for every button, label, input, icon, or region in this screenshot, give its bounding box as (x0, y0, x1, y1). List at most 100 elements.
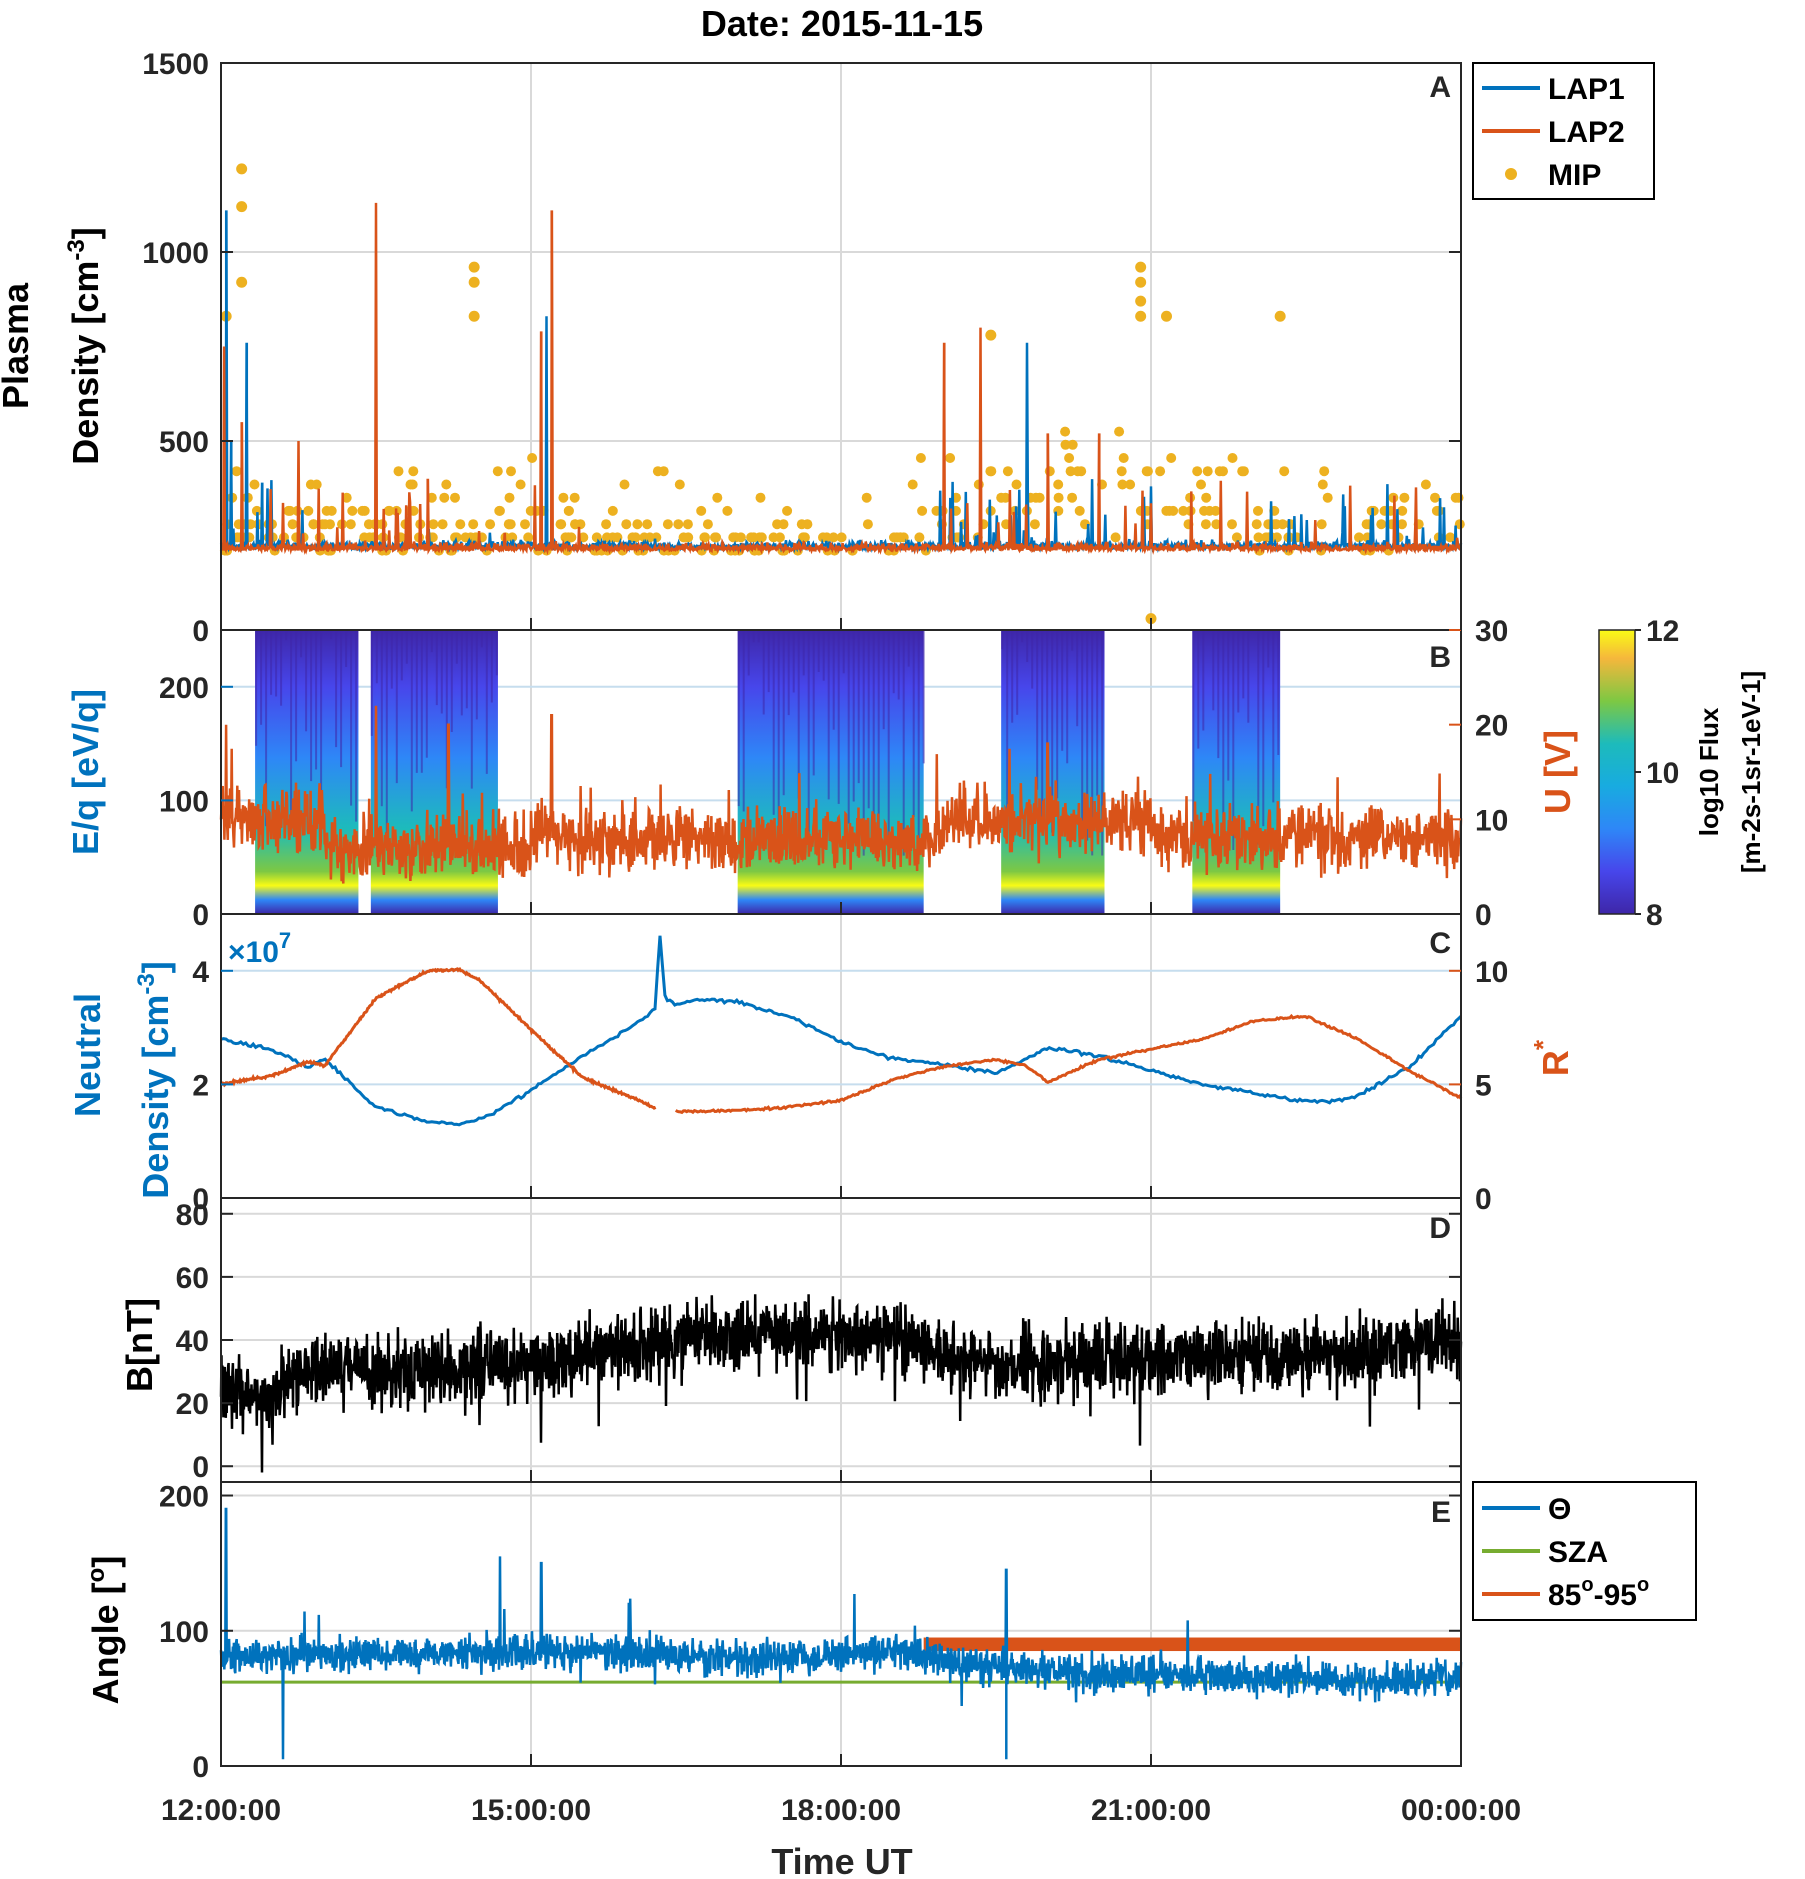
mip-point (1135, 276, 1147, 288)
figure-title: Date: 2015-11-15 (701, 3, 983, 44)
panel-d-magnetic-field: 0 20 40 60 80 D B[nT] (119, 1197, 1463, 1484)
panel-c-ylabel-line2: Density [cm-3] (133, 961, 176, 1198)
panel-c-letter: C (1429, 927, 1451, 960)
mip-point (1135, 310, 1147, 322)
spectrogram-stripe (1061, 630, 1064, 751)
spectrogram-stripe (922, 630, 925, 764)
mip-point (251, 505, 262, 516)
panel-d-series (219, 1294, 1463, 1473)
mip-point (778, 519, 789, 530)
mip-point (774, 532, 785, 543)
mip-point (836, 532, 847, 543)
spectrogram-stripe (395, 630, 398, 784)
xtick-label: 00:00:00 (1401, 1794, 1521, 1827)
legend-band-label: 85o-95o (1548, 1574, 1649, 1612)
spectrogram-stripe (742, 630, 745, 812)
spectrogram-stripe (757, 630, 760, 643)
spectrogram-stripe (892, 630, 895, 694)
mip-point (563, 505, 574, 516)
mip-point (1110, 532, 1121, 543)
mip-point (1192, 466, 1203, 477)
panel-a-grid (221, 63, 1461, 630)
spectrogram-stripe (265, 630, 268, 827)
mip-point (1253, 532, 1264, 543)
spectrogram-stripe (400, 630, 403, 681)
mip-point (1430, 492, 1440, 503)
colorbar-ticks: 8 10 12 (1635, 615, 1679, 932)
mip-point (799, 532, 810, 543)
spectrogram-stripe (320, 630, 323, 797)
spectrogram-stripe (1041, 630, 1044, 829)
panel-c-ylabel-close: ] (135, 961, 176, 973)
ytick-label-c-left: 0 (192, 1183, 209, 1216)
spectrogram-stripe (1262, 630, 1265, 827)
panel-e-ticks: 0 100 200 (159, 1481, 1461, 1784)
mip-point (607, 532, 618, 543)
spectrogram-stripe (897, 630, 900, 700)
spectrogram-stripe (1257, 630, 1260, 845)
mip-point (1201, 492, 1212, 503)
legend-lap1-label: LAP1 (1548, 73, 1625, 106)
ytick-label-d: 40 (176, 1325, 209, 1358)
mip-point (357, 505, 368, 516)
spectrogram-stripe (857, 630, 860, 784)
panel-d-ylabel: B[nT] (119, 1298, 160, 1392)
ytick-label-a: 1000 (142, 237, 209, 270)
spectrogram-stripe (480, 630, 483, 648)
mip-point (485, 519, 496, 530)
spectrogram-stripe (1096, 630, 1099, 796)
mip-point (985, 466, 996, 477)
mip-point (1253, 505, 1263, 516)
spectrogram-stripe (882, 630, 885, 730)
spectrogram-stripe (867, 630, 870, 809)
panel-b-ylabel-right: U [V] (1537, 730, 1578, 814)
mip-point (393, 466, 404, 477)
spectrogram-stripe (1026, 630, 1029, 662)
spectrogram-stripe (1101, 630, 1104, 856)
panel-a-legend: LAP1 LAP2 MIP (1472, 62, 1655, 200)
b-field-line (219, 1294, 1463, 1473)
mip-point (515, 479, 526, 490)
mip-point (359, 532, 370, 543)
spectrogram-stripe (772, 630, 775, 815)
mip-point (1029, 519, 1040, 530)
spectrogram-stripe (912, 630, 915, 817)
spectrogram-stripe (370, 630, 373, 736)
mip-point (1211, 519, 1222, 530)
mip-point (756, 532, 767, 543)
spectrogram-stripe (285, 630, 288, 641)
spectrogram-stripe (1247, 630, 1250, 723)
ytick-label-c-right: 5 (1475, 1069, 1492, 1102)
mip-point (287, 519, 298, 530)
mip-point (591, 532, 602, 543)
spectrogram-stripe (1016, 630, 1019, 715)
mip-point (1271, 519, 1282, 530)
spectrogram-stripe (485, 630, 488, 774)
spectrogram-stripe (1232, 630, 1235, 850)
legend-band-deg1: o (1581, 1574, 1593, 1596)
mip-point (702, 519, 713, 530)
mip-point (1317, 479, 1328, 490)
mip-point (560, 532, 571, 543)
spectrogram-stripe (1197, 630, 1200, 749)
mip-point (1231, 532, 1242, 543)
spectrogram-stripe (375, 630, 378, 684)
ytick-label-b-right: 20 (1475, 710, 1508, 743)
mip-point (1397, 519, 1407, 530)
ytick-label-a: 0 (192, 615, 209, 648)
colorbar-tick-label: 8 (1646, 899, 1663, 932)
spectrogram-stripe (812, 630, 815, 776)
mip-point (468, 276, 480, 288)
mip-point (1420, 479, 1431, 490)
ytick-label-b-left: 0 (192, 899, 209, 932)
spectrogram-stripe (1071, 630, 1074, 651)
spectrogram-stripe (1091, 630, 1094, 856)
mip-point (619, 479, 630, 490)
mip-point (1361, 519, 1372, 530)
spectrogram-stripe (1046, 630, 1049, 780)
spectrogram-stripe (410, 630, 413, 812)
spectrogram-stripe (340, 630, 343, 768)
spectrogram-stripe (1222, 630, 1225, 831)
